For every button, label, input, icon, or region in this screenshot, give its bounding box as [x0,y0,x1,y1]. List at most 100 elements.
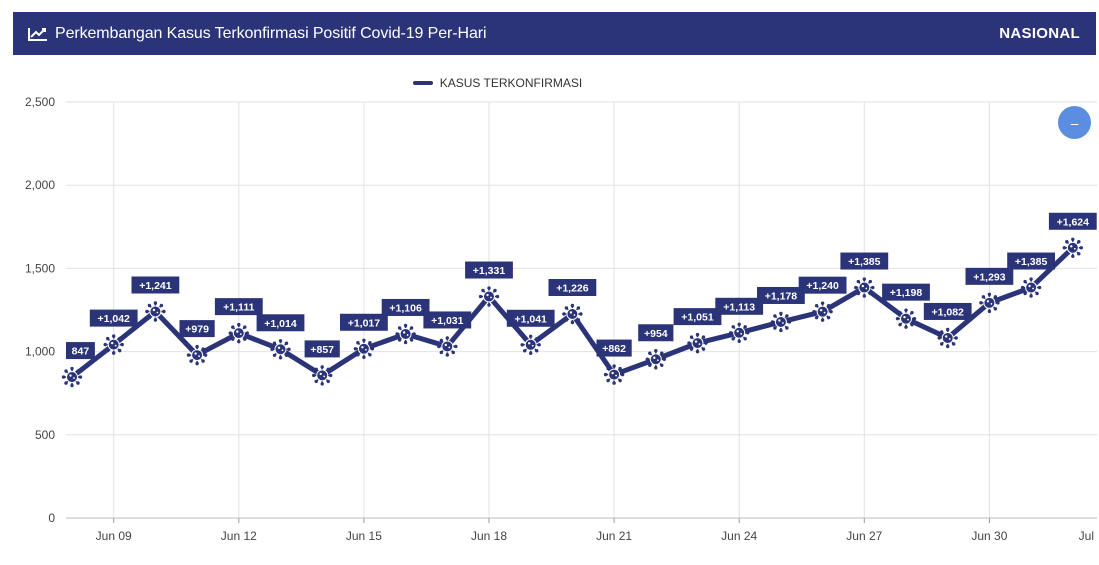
y-tick-label: 2,500 [25,95,55,109]
data-label: +857 [310,344,334,356]
virus-icon [729,322,750,343]
data-label: +1,226 [556,282,589,294]
x-tick-label: Jun 18 [471,529,507,543]
virus-icon [854,277,875,298]
data-label: +1,017 [348,317,381,329]
x-tick-label: Jun 21 [596,529,632,543]
data-label: 847 [72,346,90,358]
data-label-box [1048,212,1097,230]
data-label-box [882,283,930,301]
x-tick-label: Jul [1079,529,1094,543]
data-label-box [304,340,340,358]
data-label: +1,178 [765,290,798,302]
x-tick-label: Jun 30 [971,529,1007,543]
x-tick-label: Jun 27 [846,529,882,543]
virus-icon [61,366,83,388]
virus-icon [395,323,416,345]
data-label: +1,240 [806,280,839,292]
data-label-box [840,252,889,270]
virus-icon [1020,277,1042,298]
data-label: +1,082 [931,306,964,318]
zoom-out-button[interactable]: – [1058,106,1091,139]
x-tick-label: Jun 15 [346,529,382,543]
data-label: +1,331 [473,265,506,277]
data-label: +1,031 [431,315,464,327]
legend-swatch [412,81,433,85]
virus-icon [1062,237,1083,258]
data-label: +1,014 [264,318,297,330]
virus-icon [812,301,833,322]
data-label: +862 [602,343,626,355]
chart-header: Perkembangan Kasus Terkonfirmasi Positif… [13,12,1096,55]
data-label-box [596,339,632,357]
y-tick-label: 1,000 [25,345,55,359]
virus-icon [645,349,666,370]
data-label: +1,041 [514,313,547,325]
data-label-box [340,313,388,331]
y-tick-label: 500 [35,428,55,442]
data-label-box [1007,252,1055,270]
legend-label: KASUS TERKONFIRMASI [439,76,583,90]
data-label-box [757,286,805,304]
data-label-box [381,298,430,316]
virus-icon [937,327,958,349]
virus-icon [687,332,708,354]
x-tick-label: Jun 12 [221,529,257,543]
data-label-box [923,302,972,320]
data-label-box [798,276,847,294]
virus-icon [603,364,625,385]
virus-icon [270,339,291,360]
chart-title: Perkembangan Kasus Terkonfirmasi Positif… [55,24,487,42]
data-label-box [638,324,674,342]
y-tick-label: 2,000 [25,178,55,192]
virus-icon [979,292,1000,314]
y-tick-label: 0 [48,511,55,525]
data-label-box [256,314,305,332]
data-label: +1,198 [890,287,923,299]
data-label-box [214,298,263,316]
data-label-box [465,261,513,279]
data-label-box [179,320,215,338]
virus-icon [353,338,375,359]
data-label-box [506,309,555,327]
x-tick-label: Jun 24 [721,529,757,543]
data-label: +1,385 [1015,256,1048,268]
virus-icon [437,336,458,357]
minus-icon: – [1070,114,1079,131]
virus-icon [895,308,917,329]
y-tick-label: 1,500 [25,261,55,275]
data-label-box [965,267,1014,285]
virus-icon [478,286,500,307]
virus-icon [562,303,583,325]
data-label-box [548,278,597,296]
virus-icon [770,311,792,333]
virus-icon [145,301,166,322]
virus-icon [520,334,541,355]
data-label-box [673,308,722,326]
data-label: +1,106 [389,302,422,314]
data-label: +979 [185,324,209,336]
virus-icon [186,344,208,366]
data-label: +1,042 [97,313,130,325]
virus-icon [103,334,124,355]
virus-icon [228,322,249,344]
data-label: +954 [644,328,668,340]
data-label: +1,385 [848,256,881,268]
data-label: +1,113 [723,301,755,313]
data-label-box [131,276,180,294]
data-label: +1,624 [1057,216,1090,228]
data-label: +1,293 [973,271,1006,283]
data-label-box [715,297,764,315]
chart-legend[interactable]: KASUS TERKONFIRMASI [0,76,1099,90]
virus-icon [312,365,333,386]
scope-label[interactable]: NASIONAL [999,25,1080,42]
data-label: +1,241 [139,280,172,292]
x-tick-label: Jun 09 [96,529,132,543]
data-label: +1,111 [223,302,254,314]
data-label-box [423,311,472,329]
data-label: +1,051 [681,312,714,324]
data-label-box [89,309,138,327]
data-label-box [66,342,95,360]
line-chart-icon [27,26,49,42]
